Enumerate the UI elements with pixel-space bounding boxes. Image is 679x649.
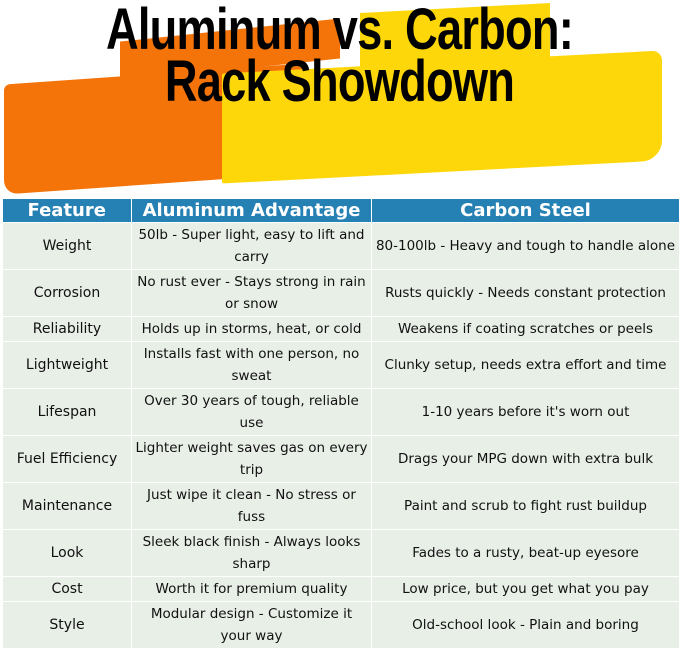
- feature-cell: Corrosion: [3, 270, 132, 317]
- aluminum-cell: Just wipe it clean - No stress or fuss: [132, 483, 372, 530]
- carbon-steel-cell: 1-10 years before it's worn out: [372, 389, 679, 436]
- carbon-steel-cell: Low price, but you get what you pay: [372, 577, 679, 602]
- feature-cell: Cost: [3, 577, 132, 602]
- aluminum-cell: Over 30 years of tough, reliable use: [132, 389, 372, 436]
- feature-cell: Fuel Efficiency: [3, 436, 132, 483]
- feature-cell: Lifespan: [3, 389, 132, 436]
- aluminum-cell: No rust ever - Stays strong in rain or s…: [132, 270, 372, 317]
- carbon-steel-cell: Rusts quickly - Needs constant protectio…: [372, 270, 679, 317]
- feature-cell: Look: [3, 530, 132, 577]
- aluminum-cell: Worth it for premium quality: [132, 577, 372, 602]
- page-title: Aluminum vs. Carbon: Rack Showdown: [0, 4, 679, 108]
- carbon-steel-cell: Drags your MPG down with extra bulk: [372, 436, 679, 483]
- feature-cell: Maintenance: [3, 483, 132, 530]
- aluminum-cell: Holds up in storms, heat, or cold: [132, 317, 372, 342]
- carbon-steel-cell: Weakens if coating scratches or peels: [372, 317, 679, 342]
- header-carbon-steel: Carbon Steel: [372, 199, 679, 223]
- table-header-row: Feature Aluminum Advantage Carbon Steel: [3, 199, 679, 223]
- aluminum-cell: Lighter weight saves gas on every trip: [132, 436, 372, 483]
- header-aluminum: Aluminum Advantage: [132, 199, 372, 223]
- feature-cell: Lightweight: [3, 342, 132, 389]
- carbon-steel-cell: 80-100lb - Heavy and tough to handle alo…: [372, 223, 679, 270]
- feature-cell: Weight: [3, 223, 132, 270]
- carbon-steel-cell: Old-school look - Plain and boring: [372, 602, 679, 649]
- aluminum-cell: Modular design - Customize it your way: [132, 602, 372, 649]
- carbon-steel-cell: Fades to a rusty, beat-up eyesore: [372, 530, 679, 577]
- aluminum-cell: 50lb - Super light, easy to lift and car…: [132, 223, 372, 270]
- feature-cell: Style: [3, 602, 132, 649]
- aluminum-cell: Installs fast with one person, no sweat: [132, 342, 372, 389]
- carbon-steel-cell: Clunky setup, needs extra effort and tim…: [372, 342, 679, 389]
- carbon-steel-cell: Paint and scrub to fight rust buildup: [372, 483, 679, 530]
- header-feature: Feature: [3, 199, 132, 223]
- feature-cell: Reliability: [3, 317, 132, 342]
- aluminum-cell: Sleek black finish - Always looks sharp: [132, 530, 372, 577]
- comparison-table: Feature Aluminum Advantage Carbon Steel …: [2, 199, 679, 649]
- title-banner: Aluminum vs. Carbon: Rack Showdown: [0, 0, 679, 190]
